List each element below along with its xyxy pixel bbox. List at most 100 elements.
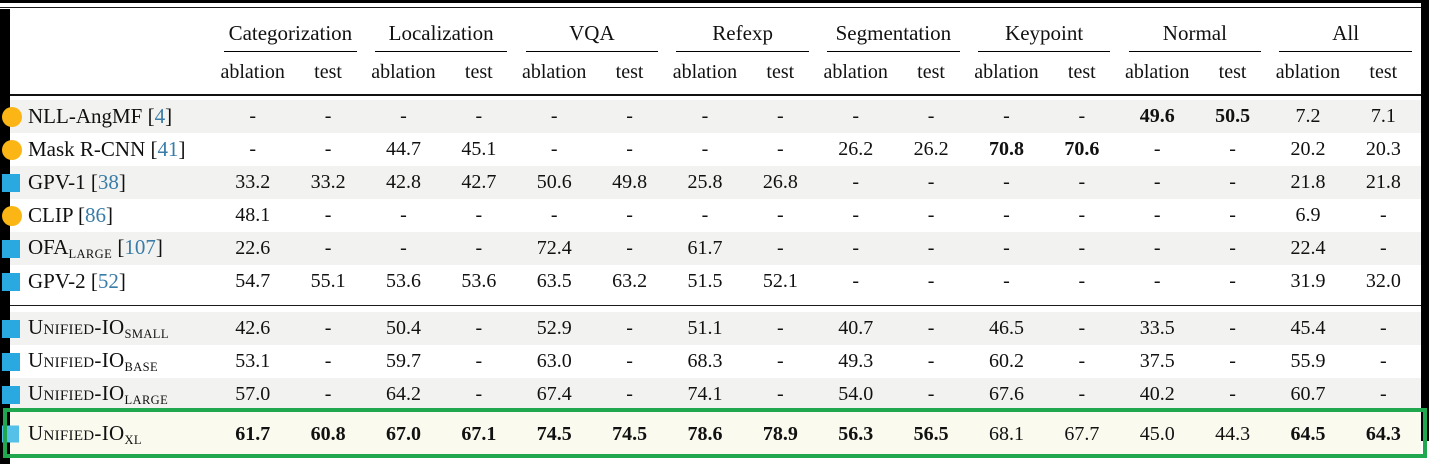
table-cell: - — [1229, 317, 1236, 339]
table-cell: 26.2 — [913, 138, 949, 160]
column-group-label: Keypoint — [1005, 20, 1084, 45]
citation-link[interactable]: [38] — [85, 170, 126, 194]
model-size-subscript: LARGE — [68, 247, 113, 261]
model-name: Unified-IO — [28, 420, 125, 445]
table-cell: - — [852, 237, 860, 259]
table-cell: 26.2 — [838, 138, 874, 160]
table-cell: 52.9 — [536, 317, 572, 339]
row-label: Unified-IOLARGE — [2, 381, 215, 408]
table-cell: 50.4 — [385, 317, 421, 339]
citation-number[interactable]: 107 — [124, 235, 156, 259]
table-cell: 56.3 — [838, 422, 874, 445]
model-size-subscript: LARGE — [124, 393, 169, 407]
subcolumn-header: test — [1067, 61, 1096, 83]
group-underline — [977, 50, 1111, 52]
citation-number[interactable]: 41 — [157, 137, 179, 161]
citation-link[interactable]: [41] — [145, 137, 186, 161]
table-row: NLL-AngMF [4] - - - - - - - - - - - - 49.6 50.5 7.2 7.1 — [2, 100, 1421, 133]
table-cell: 63.5 — [536, 270, 572, 292]
table-cell: - — [927, 270, 935, 292]
citation-number[interactable]: 38 — [97, 170, 119, 194]
table-cell: - — [626, 138, 633, 160]
table-cell: - — [1153, 270, 1161, 292]
circle-orange-icon — [2, 139, 22, 160]
table-cell: 49.8 — [612, 171, 648, 193]
citation-number[interactable]: 52 — [97, 269, 119, 293]
row-label: Mask R-CNN [41] — [2, 137, 215, 162]
table-cell: - — [927, 237, 935, 259]
table-cell: 54.7 — [235, 270, 271, 292]
table-cell: 57.0 — [235, 383, 271, 405]
table-cell: 67.6 — [988, 383, 1024, 405]
table-cell: - — [776, 350, 784, 372]
table-cell: - — [249, 105, 257, 127]
top-rule-thick — [0, 0, 1429, 3]
left-edge-strip — [0, 9, 10, 464]
table-cell: - — [1229, 138, 1236, 160]
column-group-label: Segmentation — [835, 20, 952, 45]
citation-link[interactable]: [86] — [72, 203, 113, 227]
model-name: Unified-IO — [28, 348, 125, 372]
table-cell: 61.7 — [687, 237, 723, 259]
column-group-label: VQA — [569, 20, 615, 45]
results-table: Categorization Localization VQA Refexp Segme… — [2, 10, 1421, 457]
table-cell: - — [475, 317, 483, 339]
table-cell: 7.2 — [1295, 105, 1321, 127]
citation-link[interactable]: [107] — [112, 235, 163, 259]
table-cell: - — [927, 204, 935, 226]
table-cell: 42.8 — [385, 171, 421, 193]
table-cell: - — [324, 237, 332, 259]
group-underline — [224, 50, 357, 52]
column-group-header: Localization — [366, 20, 517, 52]
column-group-label: Localization — [388, 20, 494, 45]
subcolumn-header: test — [615, 61, 644, 83]
subcolumn-header: test — [1218, 61, 1247, 83]
table-cell: - — [626, 204, 633, 226]
table-cell: 45.4 — [1290, 317, 1326, 339]
model-name: OFA — [28, 235, 69, 259]
table-cell: 60.8 — [310, 422, 346, 445]
column-group-label: All — [1332, 20, 1360, 45]
table-cell: 51.5 — [687, 270, 723, 292]
table-cell: 26.8 — [762, 171, 798, 193]
model-name: GPV-2 — [28, 269, 86, 293]
section-divider — [10, 298, 1421, 312]
table-cell: - — [927, 171, 935, 193]
table-cell: 22.6 — [235, 237, 271, 259]
citation-link[interactable]: [52] — [85, 269, 126, 293]
citation-number[interactable]: 86 — [84, 203, 106, 227]
table-cell: - — [1153, 237, 1161, 259]
top-rule-thin — [0, 7, 1429, 8]
table-cell: 56.5 — [913, 422, 949, 445]
table-cell: - — [852, 270, 860, 292]
subcolumn-header: test — [917, 61, 945, 83]
table-cell: - — [776, 237, 784, 259]
table-cell: - — [1229, 204, 1236, 226]
square-blue-icon — [2, 385, 20, 404]
citation-number[interactable]: 4 — [154, 104, 166, 128]
table-cell: 25.8 — [687, 171, 723, 193]
table-cell: - — [1078, 237, 1086, 259]
table-cell: - — [701, 204, 709, 226]
table-cell: 74.5 — [536, 422, 572, 445]
table-cell: 63.2 — [612, 270, 648, 292]
table-cell: 64.3 — [1365, 422, 1401, 445]
subcolumn-header: ablation — [1124, 61, 1190, 83]
subcolumn-header: test — [766, 61, 795, 83]
table-cell: 55.9 — [1290, 350, 1326, 372]
table-cell: 40.7 — [838, 317, 874, 339]
citation-link[interactable]: [4] — [142, 104, 173, 128]
table-cell: 7.1 — [1370, 105, 1396, 127]
table-cell: - — [701, 105, 709, 127]
column-group-header: Refexp — [667, 21, 818, 52]
table-cell: - — [550, 105, 558, 127]
table-cell: 50.5 — [1215, 105, 1251, 127]
table-cell: 21.8 — [1290, 171, 1326, 193]
table-cell: - — [1379, 350, 1387, 372]
table-cell: 53.1 — [235, 350, 271, 372]
column-group-label: Categorization — [228, 20, 353, 45]
table-cell: - — [324, 350, 332, 372]
table-cell: 67.1 — [461, 422, 497, 445]
table-cell: 74.1 — [687, 383, 723, 405]
